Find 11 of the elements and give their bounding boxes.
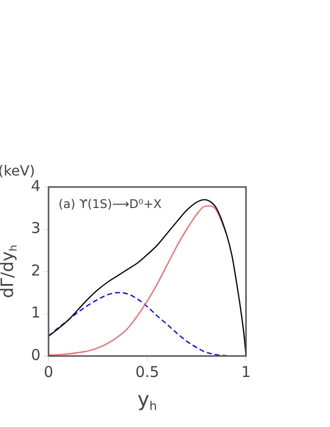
y-tick-label: 4 <box>30 176 41 195</box>
annotation: (a) ϒ(1S)⟶D⁰+X <box>58 197 162 212</box>
x-tick-label: 1 <box>241 362 251 381</box>
y-tick-label: 1 <box>30 304 41 322</box>
y-tick-label: 3 <box>30 219 41 238</box>
y-tick-label: 2 <box>30 261 41 280</box>
x-tick-label: 0.5 <box>135 362 160 381</box>
y-axis-title: dΓ/dyh <box>0 244 20 298</box>
line-series <box>48 292 227 356</box>
x-tick-label: 0 <box>44 362 54 381</box>
y-tick-label: 0 <box>30 346 41 364</box>
